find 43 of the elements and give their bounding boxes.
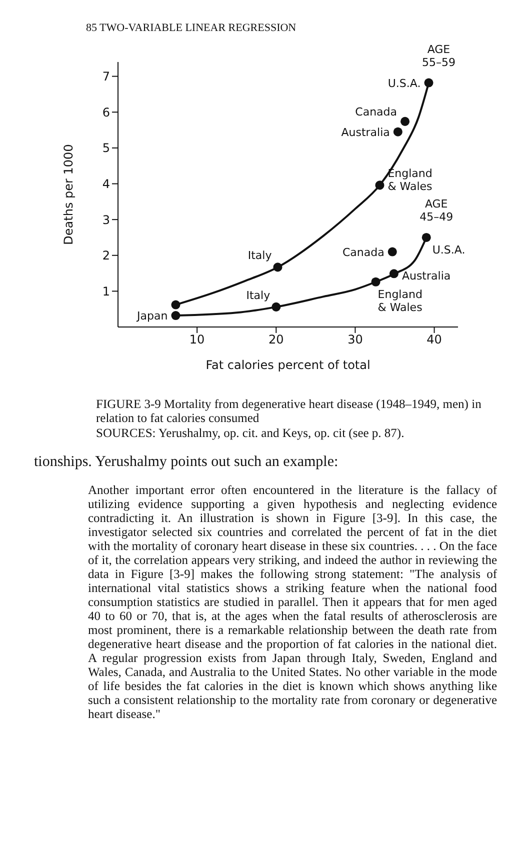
annotation: Canada [355, 105, 398, 118]
point [375, 180, 384, 190]
y-tick-label: 2 [102, 248, 110, 263]
y-tick-label: 3 [102, 212, 110, 227]
annotation: Canada [342, 246, 384, 259]
point [424, 78, 434, 88]
annotation: U.S.A. [432, 243, 466, 256]
x-tick-label: 40 [426, 332, 442, 347]
y-tick-label: 6 [102, 105, 110, 120]
annotation: Japan [136, 310, 168, 323]
y-tick-label: 1 [102, 284, 110, 298]
y-tick-label: 7 [102, 70, 110, 84]
point [388, 247, 397, 256]
point [400, 116, 410, 126]
source-note: SOURCES: Yerushalmy, op. cit. and Keys, op. cit (see p. 87). [96, 426, 406, 440]
point [371, 277, 380, 286]
point [422, 232, 431, 242]
series-label: AGE 55–59 [422, 42, 456, 69]
annotation: Italy [246, 288, 271, 302]
point [171, 311, 180, 320]
text: 85 TWO-VARIABLE LINEAR REGRESSION [86, 22, 298, 34]
caption: FIGURE 3-9 Mortality from degenerative heart disease (1948–1949, men) in relation to fat calories consumed [96, 397, 482, 426]
series-label: AGE 45–49 [420, 197, 454, 224]
text: tionships. Yerushalmy points out such an example: [34, 454, 340, 472]
y-axis-title: Deaths per 1000 [61, 144, 76, 245]
annotation: Italy [248, 249, 272, 262]
annotation: Australia [402, 270, 451, 283]
annotation: Australia [341, 126, 390, 139]
point [393, 127, 402, 136]
x-tick-label: 20 [268, 332, 284, 347]
point [272, 302, 281, 312]
x-tick-label: 30 [348, 332, 363, 347]
y-tick-label: 4 [102, 177, 110, 192]
x-axis-title: Fat calories percent of total [206, 358, 370, 372]
point [389, 269, 398, 278]
annotation: England & Wales [388, 167, 433, 194]
y-tick-label: 5 [102, 141, 110, 156]
x-tick-label: 10 [189, 332, 205, 347]
annotation: U.S.A. [388, 76, 421, 90]
annotation: England & Wales [378, 288, 423, 314]
text: Another important error often encountered in the literature is the fallacy of utilizing evidence supporting a given hypothesis and neglecting evidence contradicting it. An illustration is shown in Figure [3-9]. In this case, the investigator selected six countries and correlated the percent of fat in the diet with the mortality of coronary heart disease in these six countries. . . . On the face of it, the correlation appears very striking, and indeed the author in reviewing the data in Figure [3-9] makes the following strong statement: "The analysis of international vital statistics shows a striking feature when the national food consumption statistics are studied in parallel. Then it appears that for men aged 40 to 60 or 70, that is, at the ages when the fatal results of atherosclerosis are most prominent, there is a remarkable relationship between the death rate from degenerative heart disease and the proportion of fat calories in the national diet. A regular progression exists from Japan through Italy, Sweden, England and Wales, Canada, and Australia to the United States. No other variable in the mode of life besides the fat calories in the diet is known which shows anything like such a consistent relationship to the mortality rate from coronary or degenerative heart disease." [88, 483, 497, 722]
point [171, 300, 180, 310]
point [273, 262, 282, 272]
